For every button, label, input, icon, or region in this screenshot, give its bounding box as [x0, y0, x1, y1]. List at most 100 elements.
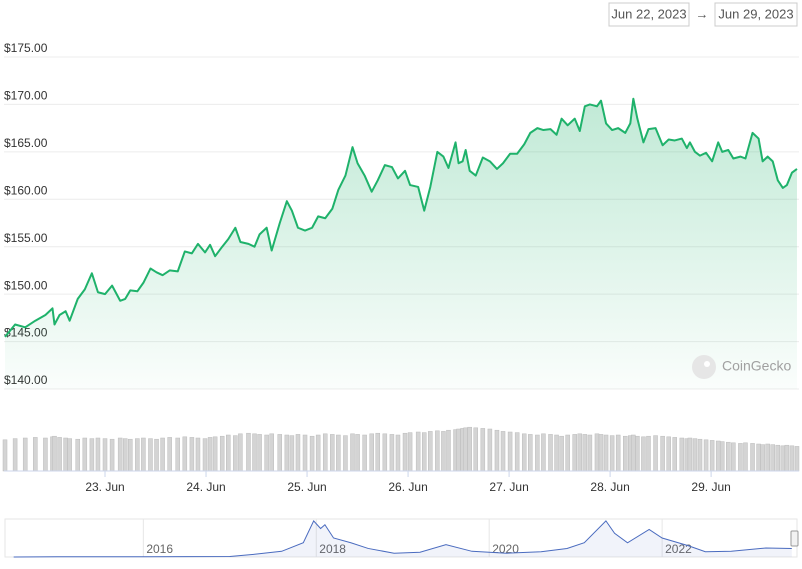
- navigator-tick-label: 2022: [665, 542, 692, 556]
- volume-bar: [369, 433, 374, 472]
- date-box-to[interactable]: [714, 2, 798, 27]
- volume-bar: [541, 433, 546, 472]
- navigator-handle[interactable]: [790, 530, 799, 547]
- volume-bar: [577, 433, 583, 472]
- volume-bar: [219, 435, 225, 472]
- volume-bar: [765, 443, 770, 472]
- volume-bar: [226, 434, 231, 472]
- volume-bar: [202, 438, 208, 472]
- volume-bar: [284, 434, 290, 472]
- logo: [692, 355, 716, 379]
- volume-bar: [12, 438, 18, 472]
- volume-bar: [322, 433, 328, 472]
- x-tick-label: 28. Jun: [590, 480, 629, 494]
- volume-bar: [435, 430, 440, 472]
- navigator: 2016 2018 2020 2022: [4, 518, 799, 558]
- volume-bar: [238, 433, 243, 472]
- volume-bar: [117, 437, 123, 472]
- volume-bar: [480, 428, 486, 472]
- volume-bar: [709, 440, 715, 472]
- volume-bar: [375, 432, 381, 472]
- y-tick-label: $170.00: [4, 89, 48, 103]
- volume-bar: [89, 438, 95, 472]
- price-line: [4, 97, 798, 338]
- volume-bar: [554, 434, 559, 472]
- volume-bar: [487, 428, 493, 472]
- volume-bar: [623, 435, 628, 472]
- volume-bar: [246, 432, 251, 472]
- volume-bar: [456, 428, 461, 472]
- volume-bar: [780, 445, 786, 472]
- volume-bar: [603, 434, 609, 472]
- volume-bar: [355, 434, 360, 472]
- plot: [4, 97, 798, 390]
- volume-bar: [102, 438, 108, 472]
- volume-bar: [415, 431, 421, 472]
- price-area: [5, 98, 797, 390]
- watermark: CoinGecko: [722, 358, 791, 374]
- y-tick-label: $155.00: [4, 231, 48, 245]
- volume-bar: [641, 436, 646, 472]
- y-tick-label: $165.00: [4, 136, 48, 150]
- volume-bar: [207, 437, 213, 472]
- volume-bar: [141, 437, 146, 472]
- date-from[interactable]: Jun 22, 2023: [611, 6, 686, 21]
- volume-bar: [109, 438, 115, 472]
- volume-bar: [57, 437, 62, 472]
- volume-bar: [154, 438, 159, 472]
- date-to[interactable]: Jun 29, 2023: [718, 6, 793, 21]
- volume-bar: [528, 434, 533, 472]
- volume-bar: [389, 434, 395, 472]
- volume-bar: [775, 444, 781, 472]
- volume-bar: [615, 434, 621, 472]
- volume-bar: [507, 431, 513, 472]
- volume-bar: [467, 426, 472, 472]
- volume-bar: [598, 434, 604, 472]
- volume-bar: [67, 438, 72, 472]
- volume-bar: [715, 440, 721, 472]
- volume-bar: [473, 427, 478, 472]
- logo-eye: [704, 361, 710, 367]
- volume-bar: [264, 434, 269, 472]
- volume-bar: [428, 431, 433, 472]
- volume-bar: [631, 434, 636, 472]
- volume-bar: [277, 434, 283, 472]
- volume-bar: [609, 435, 615, 472]
- x-tick-label: 26. Jun: [388, 480, 427, 494]
- date-box-from[interactable]: [608, 2, 690, 27]
- volume-bar: [666, 436, 671, 472]
- volume-bar: [635, 435, 640, 472]
- volume-bar: [743, 442, 748, 472]
- volume-bar: [22, 437, 28, 472]
- volume-bar: [43, 437, 48, 472]
- volume-bar: [572, 434, 577, 472]
- x-tick-label: 25. Jun: [287, 480, 326, 494]
- volume-bar: [135, 438, 140, 472]
- volume-bar: [565, 434, 570, 472]
- volume: [2, 426, 800, 472]
- volume-bar: [330, 434, 335, 472]
- volume-bar: [402, 432, 408, 472]
- volume-bar: [587, 434, 593, 472]
- volume-bar: [756, 443, 761, 472]
- volume-bar: [233, 435, 238, 472]
- volume-bar: [269, 433, 274, 472]
- volume-bar: [128, 438, 133, 472]
- x-tick-label: 24. Jun: [186, 480, 225, 494]
- volume-bar: [770, 444, 775, 472]
- volume-bar: [421, 432, 427, 472]
- volume-bar: [407, 432, 413, 472]
- volume-bar: [784, 444, 790, 472]
- volume-bar: [362, 434, 367, 472]
- volume-bar: [789, 445, 795, 472]
- volume-bar: [302, 434, 308, 472]
- volume-bar: [336, 434, 341, 472]
- navigator-tick-label: 2018: [319, 542, 346, 556]
- volume-bar: [738, 443, 743, 472]
- volume-bar: [441, 431, 446, 472]
- navigator-frame: [4, 518, 798, 558]
- volume-bar: [750, 443, 755, 472]
- volume-bar: [167, 437, 172, 472]
